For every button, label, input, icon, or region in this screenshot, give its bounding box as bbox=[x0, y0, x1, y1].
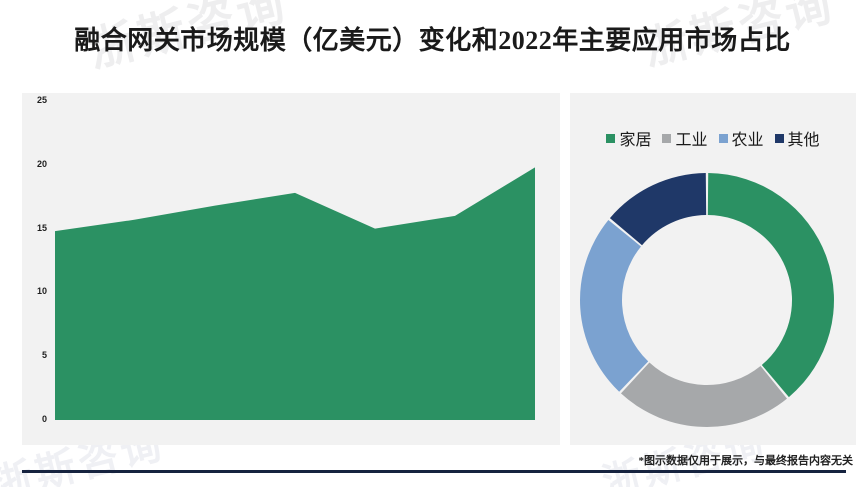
footnote-text: *图示数据仅用于展示，与最终报告内容无关 bbox=[638, 455, 854, 467]
bottom-divider bbox=[22, 470, 846, 473]
legend-item[interactable]: 家居 bbox=[606, 126, 651, 150]
donut-chart-svg bbox=[579, 173, 834, 427]
area-series-path bbox=[55, 167, 535, 420]
legend-swatch-icon bbox=[606, 133, 616, 143]
legend-item[interactable]: 农业 bbox=[718, 126, 764, 150]
legend-swatch-icon bbox=[774, 133, 784, 143]
y-axis-tick-label: 25 bbox=[36, 95, 47, 105]
y-axis-tick-label: 5 bbox=[41, 350, 47, 361]
y-axis-tick-label: 20 bbox=[36, 158, 47, 169]
donut-legend: 家居 工业 农业 其他 bbox=[570, 126, 856, 150]
donut-slice[interactable] bbox=[609, 173, 707, 246]
legend-item-label: 农业 bbox=[731, 132, 764, 149]
y-axis-tick-label: 10 bbox=[36, 286, 47, 297]
donut-slice[interactable] bbox=[579, 219, 649, 392]
legend-swatch-icon bbox=[718, 133, 728, 143]
legend-item[interactable]: 其他 bbox=[774, 126, 820, 150]
legend-item-label: 工业 bbox=[675, 132, 708, 149]
y-axis-tick-label: 0 bbox=[41, 414, 47, 424]
donut-slice[interactable] bbox=[707, 173, 834, 398]
donut-slice[interactable] bbox=[620, 362, 788, 427]
donut-chart bbox=[578, 171, 836, 429]
legend-swatch-icon bbox=[662, 133, 672, 143]
legend-item-label: 家居 bbox=[619, 132, 652, 149]
area-chart-plot bbox=[55, 167, 535, 420]
y-axis-tick-label: 15 bbox=[36, 222, 47, 233]
page-title: 融合网关市场规模（亿美元）变化和2022年主要应用市场占比 bbox=[74, 26, 791, 55]
legend-item[interactable]: 工业 bbox=[662, 126, 708, 150]
legend-item-label: 其他 bbox=[787, 132, 820, 149]
area-chart-panel: 0 5 10 15 20 25 bbox=[22, 93, 560, 445]
